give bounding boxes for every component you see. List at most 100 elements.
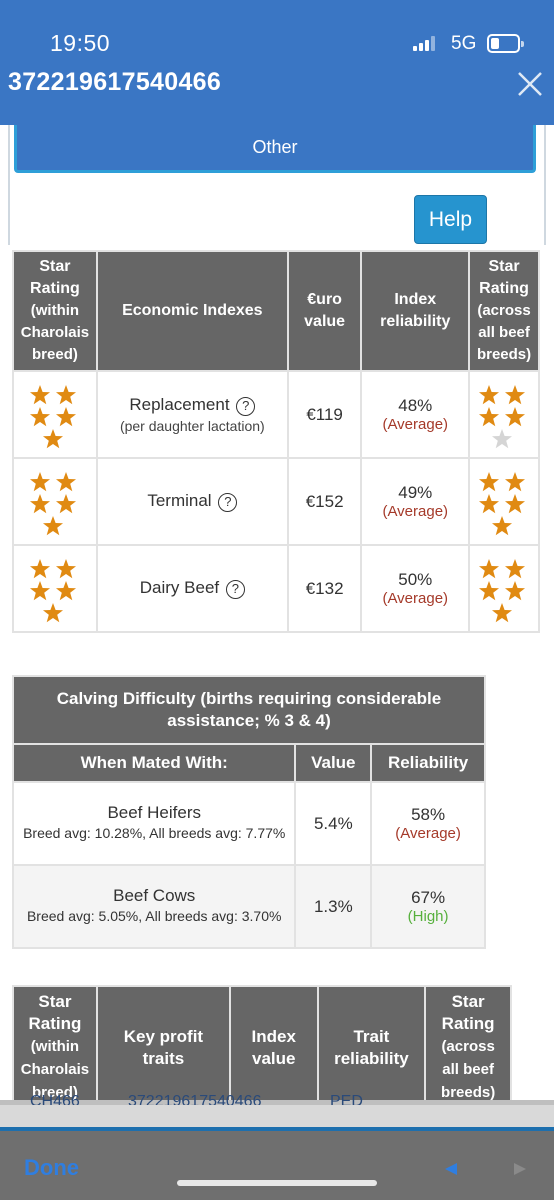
network-label: 5G (451, 33, 477, 54)
mated-with-cell: Beef Heifers Breed avg: 10.28%, All bree… (11, 781, 297, 866)
star-filled-icon (492, 515, 513, 535)
done-button[interactable]: Done (24, 1155, 79, 1180)
frame-border-left (8, 125, 10, 245)
star-filled-icon (505, 406, 526, 426)
star-filled-icon (55, 580, 76, 600)
header-mated-with: When Mated With: (11, 743, 297, 783)
index-subtitle: (per daughter lactation) (119, 417, 265, 434)
star-filled-icon (55, 558, 76, 578)
header-index-reliability: Index reliability (360, 250, 471, 372)
star-filled-icon (479, 384, 500, 404)
peek-cell: 372219617540466 (128, 1093, 262, 1105)
mated-with-name: Beef Cows (113, 886, 196, 905)
help-question-icon[interactable]: ? (225, 579, 245, 599)
star-filled-icon (505, 580, 526, 600)
star-filled-icon (29, 558, 50, 578)
previous-arrow-icon[interactable] (443, 1162, 459, 1176)
header-economic-indexes: Economic Indexes (95, 250, 289, 372)
star-rating-across (468, 544, 540, 633)
star-rating-within (12, 370, 98, 459)
star-filled-icon (479, 493, 500, 513)
table-row: Replacement ? (per daughter lactation) €… (12, 370, 540, 459)
table-caption-row: Calving Difficulty (births requiring con… (12, 675, 486, 745)
other-button[interactable]: Other (14, 125, 536, 173)
battery-icon (487, 34, 524, 53)
star-filled-icon (42, 428, 63, 448)
header-star-across: Star Rating (across all beef breeds) (424, 985, 512, 1105)
header-star-within: Star Rating (within Charolais breed) (12, 985, 98, 1105)
reliability-cell: 48% (Average) (360, 370, 471, 459)
star-filled-icon (29, 406, 50, 426)
header-star-within: Star Rating (within Charolais breed) (12, 250, 98, 372)
header-reliability: Reliability (370, 743, 486, 783)
reliability-cell: 49% (Average) (360, 457, 471, 546)
next-arrow-icon[interactable] (512, 1162, 528, 1176)
reliability-label: (Average) (382, 503, 449, 520)
table-header-row: Star Rating (within Charolais breed) Key… (12, 985, 512, 1105)
header-value: Value (294, 743, 373, 783)
content-area[interactable]: Other Help Star Rating (within Charolais… (0, 125, 554, 1105)
header-star-across: Star Rating (across all beef breeds) (468, 250, 540, 372)
calving-value: 5.4% (294, 781, 373, 866)
star-filled-icon (55, 493, 76, 513)
star-rating-within (12, 544, 98, 633)
star-filled-icon (55, 384, 76, 404)
toolbar-accent-line (0, 1127, 554, 1131)
table-header-row: When Mated With: Value Reliability (11, 743, 486, 783)
header-key-profit-traits: Key profit traits (95, 985, 231, 1105)
home-indicator (177, 1180, 377, 1186)
key-profit-traits-table: Star Rating (within Charolais breed) Key… (12, 985, 512, 1105)
mated-with-cell: Beef Cows Breed avg: 5.05%, All breeds a… (11, 864, 297, 949)
mated-with-name: Beef Heifers (107, 803, 201, 822)
table-row: Dairy Beef ? €132 50% (Average) (12, 544, 540, 633)
index-name: Replacement (129, 395, 230, 415)
star-rating-across (468, 370, 540, 459)
header-index-value: Index value (228, 985, 319, 1105)
reliability-label: (Average) (382, 590, 449, 607)
star-filled-icon (479, 471, 500, 491)
toolbar-top-strip (0, 1105, 554, 1127)
reliability-cell: 50% (Average) (360, 544, 471, 633)
breed-average: Breed avg: 5.05%, All breeds avg: 3.70% (26, 908, 282, 924)
star-filled-icon (42, 602, 63, 622)
star-filled-icon (505, 558, 526, 578)
star-filled-icon (505, 471, 526, 491)
star-filled-icon (55, 471, 76, 491)
help-question-icon[interactable]: ? (236, 396, 256, 416)
page-title: 372219617540466 (8, 68, 222, 96)
help-button[interactable]: Help (414, 195, 487, 244)
star-filled-icon (479, 406, 500, 426)
peek-cell: CH466 (30, 1093, 80, 1105)
close-icon[interactable] (514, 68, 546, 100)
help-question-icon[interactable]: ? (218, 492, 238, 512)
star-filled-icon (55, 406, 76, 426)
peek-cell: PED (330, 1093, 363, 1105)
star-rating-across (468, 457, 540, 546)
bottom-toolbar: Done (0, 1105, 554, 1200)
economic-indexes-table: Star Rating (within Charolais breed) Eco… (12, 250, 540, 633)
star-filled-icon (479, 580, 500, 600)
euro-value: €132 (286, 544, 363, 633)
index-name-cell: Replacement ? (per daughter lactation) (95, 370, 289, 459)
reliability-cell: 58% (Average) (370, 781, 486, 866)
star-rating-within (12, 457, 98, 546)
table-row: Beef Cows Breed avg: 5.05%, All breeds a… (11, 864, 486, 949)
star-filled-icon (479, 558, 500, 578)
table-header-row: Star Rating (within Charolais breed) Eco… (12, 250, 540, 372)
table-row: Beef Heifers Breed avg: 10.28%, All bree… (11, 781, 486, 866)
star-filled-icon (505, 384, 526, 404)
star-filled-icon (29, 580, 50, 600)
star-filled-icon (505, 493, 526, 513)
star-filled-icon (42, 515, 63, 535)
peek-row-divider (0, 1100, 554, 1105)
calving-caption: Calving Difficulty (births requiring con… (12, 675, 486, 745)
index-name: Dairy Beef (139, 578, 220, 598)
star-filled-icon (492, 602, 513, 622)
top-bar: 19:50 5G 372219617540466 (0, 0, 554, 125)
breed-average: Breed avg: 10.28%, All breeds avg: 7.77% (23, 825, 286, 841)
euro-value: €152 (286, 457, 363, 546)
star-filled-icon (29, 384, 50, 404)
star-filled-icon (29, 471, 50, 491)
reliability-cell: 67% (High) (370, 864, 486, 949)
